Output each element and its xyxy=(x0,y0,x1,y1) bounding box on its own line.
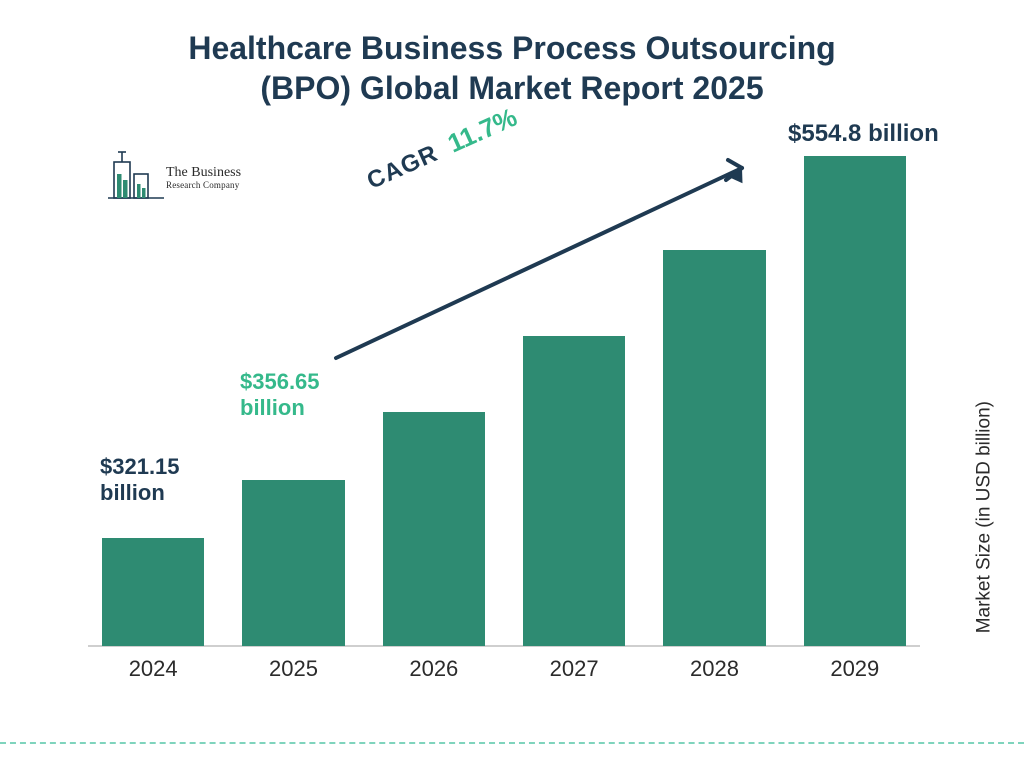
chart-title: Healthcare Business Process Outsourcing … xyxy=(0,28,1024,108)
value-2025-amount: $356.65 xyxy=(240,369,320,394)
x-label-2029: 2029 xyxy=(804,650,906,680)
value-label-2025: $356.65 billion xyxy=(240,369,320,422)
value-2024-unit: billion xyxy=(100,480,165,505)
bar-rect-2025 xyxy=(242,480,344,646)
bar-rect-2027 xyxy=(523,336,625,646)
value-2025-unit: billion xyxy=(240,395,305,420)
value-2029-text: $554.8 billion xyxy=(788,120,939,147)
x-label-2027: 2027 xyxy=(523,650,625,680)
x-label-2024: 2024 xyxy=(102,650,204,680)
bar-2025 xyxy=(242,480,344,646)
value-label-2029: $554.8 billion xyxy=(788,120,939,148)
x-axis-labels: 2024 2025 2026 2027 2028 2029 xyxy=(88,650,920,680)
bar-rect-2026 xyxy=(383,412,485,646)
title-line-2: (BPO) Global Market Report 2025 xyxy=(260,70,763,106)
y-axis-label: Market Size (in USD billion) xyxy=(973,401,995,633)
x-label-2026: 2026 xyxy=(383,650,485,680)
bottom-divider xyxy=(0,742,1024,744)
bar-2029 xyxy=(804,156,906,646)
x-label-2025: 2025 xyxy=(242,650,344,680)
value-2024-amount: $321.15 xyxy=(100,454,180,479)
title-line-1: Healthcare Business Process Outsourcing xyxy=(188,30,835,66)
bar-2027 xyxy=(523,336,625,646)
bar-rect-2024 xyxy=(102,538,204,646)
value-label-2024: $321.15 billion xyxy=(100,454,180,507)
bar-2024 xyxy=(102,538,204,646)
bar-rect-2029 xyxy=(804,156,906,646)
bar-2026 xyxy=(383,412,485,646)
x-label-2028: 2028 xyxy=(663,650,765,680)
